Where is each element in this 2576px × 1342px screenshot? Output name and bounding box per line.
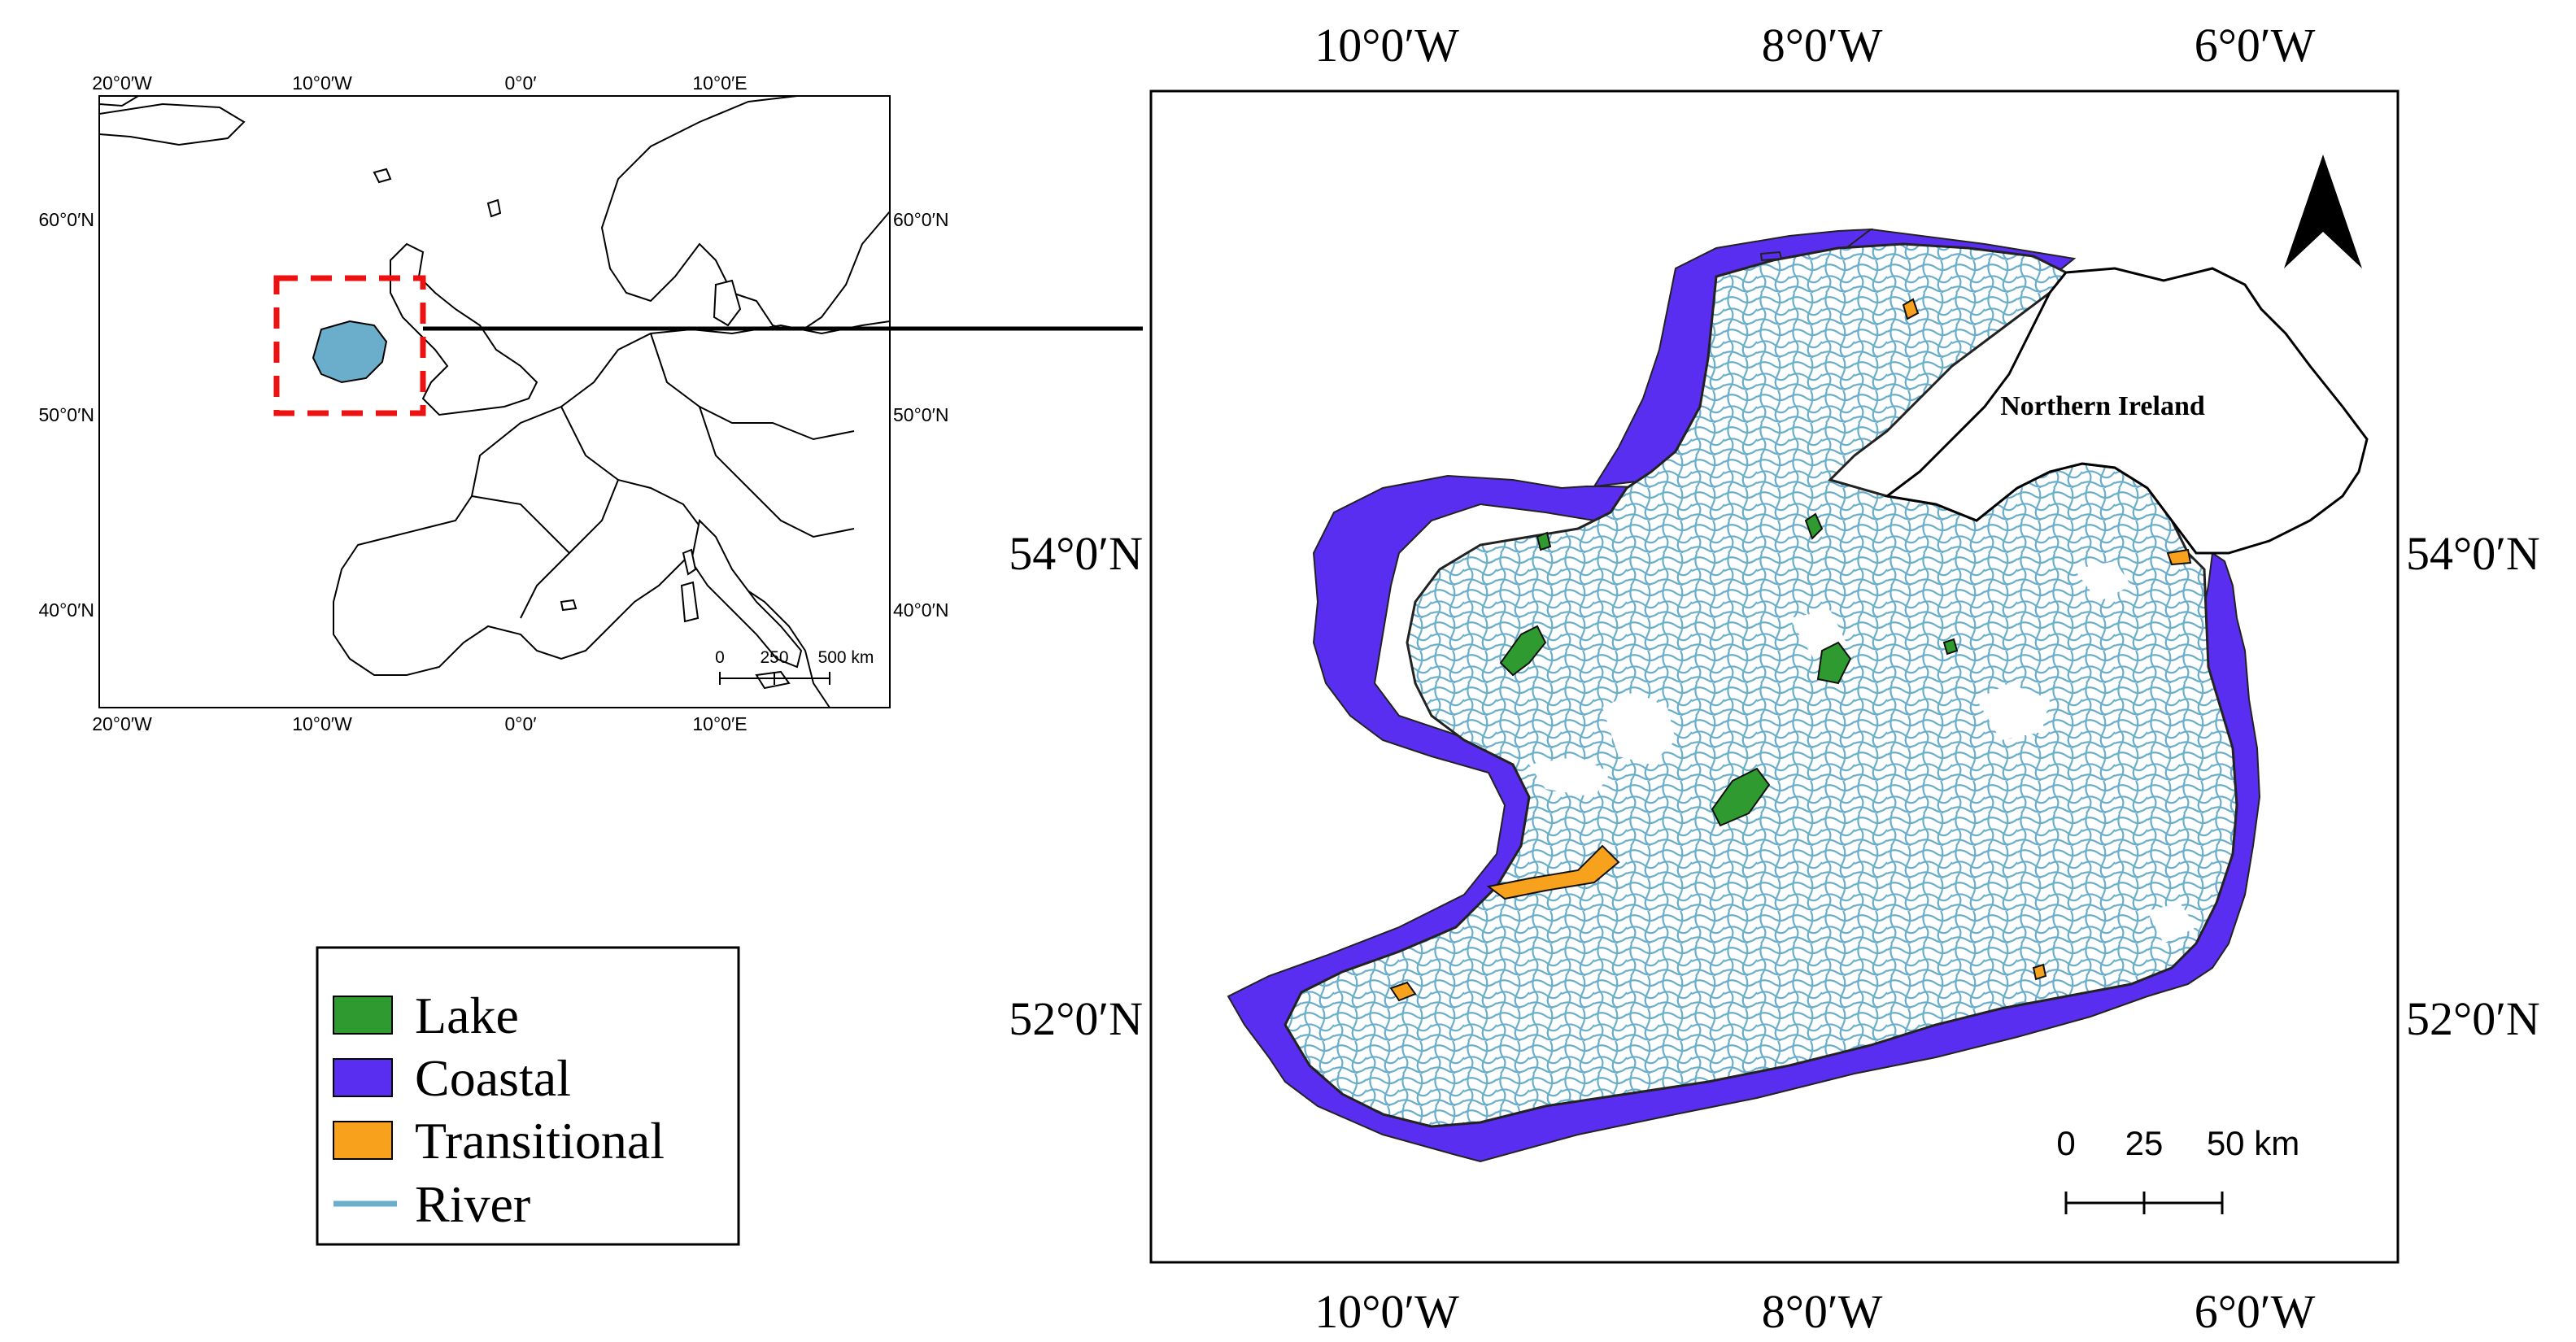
inset-lon-top-tick: 20°0′W	[92, 72, 152, 94]
inset-lat-left-tick: 40°0′N	[39, 599, 95, 621]
inset-lon-bottom-tick: 20°0′W	[92, 713, 152, 734]
coastal-swatch	[333, 1058, 393, 1097]
inset-lat-left-tick: 50°0′N	[39, 404, 95, 425]
ireland-river-network	[1284, 242, 2238, 1128]
inset-scale-label-500: 500 km	[818, 648, 874, 667]
inset-lon-top-tick: 10°0′W	[292, 72, 352, 94]
map-white-patches	[1529, 561, 2196, 943]
transitional-waters	[1389, 298, 2192, 1002]
transitional-southwest	[1389, 981, 1417, 1002]
northern-ireland-label: Northern Ireland	[2000, 391, 2205, 421]
inset-lat-right-tick: 60°0′N	[893, 209, 949, 230]
legend-label-lake: Lake	[415, 987, 519, 1044]
shannon-estuary	[1486, 844, 1620, 900]
inset-lon-top-tick: 0°0′	[504, 72, 536, 94]
lake-mask	[1499, 625, 1547, 677]
transitional-northwest	[1902, 298, 1920, 320]
main-lon-top-tick: 10°0′W	[1314, 19, 1459, 72]
lake-small-north	[1804, 512, 1824, 540]
lake-derg	[1711, 767, 1771, 827]
main-lat-left-tick: 54°0′N	[1009, 527, 1143, 580]
inset-scale-label-250: 250	[760, 648, 788, 667]
main-scale-label-25: 25	[2125, 1124, 2164, 1162]
main-map: Northern Ireland	[1009, 19, 2540, 1338]
legend-label-transitional: Transitional	[415, 1112, 665, 1170]
main-lon-top-tick: 8°0′W	[1762, 19, 1883, 72]
inset-lat-right-tick: 50°0′N	[893, 404, 949, 425]
inset-lat-right-tick: 40°0′N	[893, 599, 949, 621]
inset-scale-label-0: 0	[715, 648, 725, 667]
inset-coastlines	[99, 96, 890, 708]
main-scale-bar: 0 25 50 km	[2056, 1124, 2299, 1214]
legend: Lake Coastal Transitional River	[316, 946, 740, 1246]
main-scale-label-50: 50 km	[2207, 1124, 2299, 1162]
inset-lon-bottom-tick: 10°0′E	[692, 713, 747, 734]
inset-scale-bar: 0 250 500 km	[715, 648, 874, 685]
lake-swatch	[333, 996, 393, 1035]
inset-highlight-box	[273, 275, 426, 416]
north-arrow-icon	[2284, 155, 2362, 268]
inset-lat-left-tick: 60°0′N	[39, 209, 95, 230]
inset-lon-top-tick: 10°0′E	[692, 72, 747, 94]
main-lat-left-tick: 52°0′N	[1009, 992, 1143, 1045]
inset-lon-bottom-tick: 0°0′	[504, 713, 536, 734]
island-north	[1759, 251, 1783, 262]
inset-map: 0 250 500 km 20°0′W 10°0′W 0°0′ 10°0′E 2…	[39, 72, 1143, 734]
main-lat-right-tick: 54°0′N	[2406, 527, 2540, 580]
main-scale-label-0: 0	[2056, 1124, 2075, 1162]
legend-label-coastal: Coastal	[415, 1049, 571, 1107]
main-lon-bottom-tick: 6°0′W	[2195, 1285, 2316, 1338]
lake-ree	[1816, 641, 1852, 685]
transitional-swatch	[333, 1121, 393, 1160]
lake-small-east	[1942, 638, 1959, 656]
transitional-east	[2166, 548, 2192, 566]
legend-label-river: River	[415, 1175, 530, 1233]
lakes	[1499, 512, 1959, 827]
main-lon-bottom-tick: 8°0′W	[1762, 1285, 1883, 1338]
inset-lon-bottom-tick: 10°0′W	[292, 713, 352, 734]
northern-ireland-region	[1884, 267, 2369, 555]
main-lat-right-tick: 52°0′N	[2406, 992, 2540, 1045]
main-lon-bottom-tick: 10°0′W	[1314, 1285, 1459, 1338]
transitional-southeast	[2032, 963, 2047, 981]
main-lon-top-tick: 6°0′W	[2195, 19, 2316, 72]
lake-small-west	[1536, 531, 1552, 551]
